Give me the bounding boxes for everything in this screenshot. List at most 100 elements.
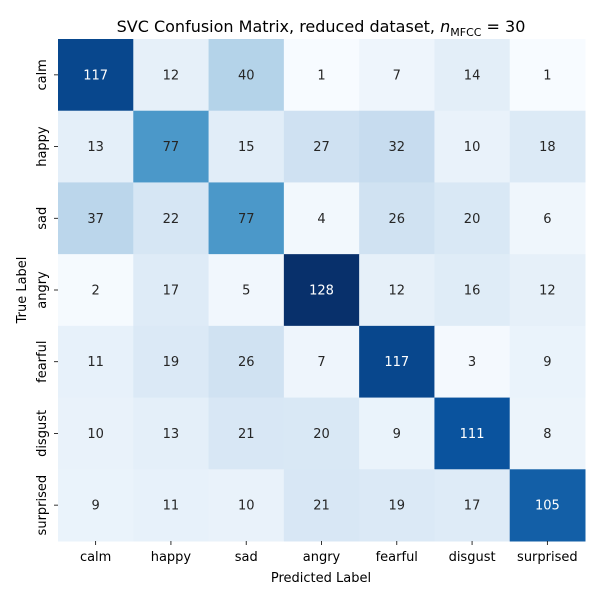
y-axis-ticks: calm happy sad angry fearful disgust surprised [35, 59, 58, 535]
heatmap-cell [208, 39, 285, 112]
y-tick-label: angry [35, 271, 50, 309]
cell-value-label: 9 [393, 427, 401, 442]
cell-value-label: 12 [539, 284, 556, 299]
heatmap-cell [359, 110, 435, 183]
heatmap-cell [208, 325, 285, 399]
cell-value-label: 1 [317, 68, 325, 83]
cell-value-label: 5 [242, 284, 250, 299]
heatmap-cell [133, 325, 210, 399]
heatmap-cell [58, 469, 134, 542]
cell-value-label: 77 [163, 140, 180, 155]
heatmap-cell [133, 110, 210, 183]
cell-value-label: 15 [238, 140, 255, 155]
cell-value-label: 128 [309, 284, 334, 299]
y-tick-label: happy [35, 126, 50, 167]
heatmap-cell [509, 39, 586, 112]
heatmap-cell [434, 469, 511, 542]
cell-value-label: 17 [464, 499, 481, 514]
heatmap-cell [208, 110, 285, 183]
y-tick-label: fearful [35, 341, 50, 383]
cell-value-label: 10 [238, 499, 255, 514]
heatmap-cell [509, 397, 586, 470]
heatmap-cell [434, 39, 511, 112]
heatmap-cell [509, 325, 586, 399]
cell-value-label: 18 [539, 140, 556, 155]
cell-value-label: 26 [238, 355, 255, 370]
y-tick-label: calm [35, 59, 50, 90]
heatmap-cell [133, 397, 210, 470]
cell-value-label: 27 [313, 140, 330, 155]
cell-value-label: 11 [87, 355, 104, 370]
heatmap-cell [133, 469, 210, 542]
cell-value-label: 8 [543, 427, 551, 442]
x-tick-label: sad [235, 550, 258, 565]
cell-value-label: 13 [163, 427, 180, 442]
heatmap-cells [58, 39, 586, 542]
cell-value-label: 77 [238, 212, 255, 227]
cell-value-label: 13 [87, 140, 104, 155]
heatmap-cell [509, 254, 586, 327]
cell-value-label: 22 [163, 212, 180, 227]
heatmap-cell [359, 469, 435, 542]
chart-title: SVC Confusion Matrix, reduced dataset, n… [117, 17, 526, 39]
heatmap-cell [359, 397, 435, 470]
cell-value-label: 37 [87, 212, 104, 227]
cell-value-label: 10 [87, 427, 104, 442]
heatmap-cell [208, 254, 285, 327]
y-tick-label: disgust [35, 410, 50, 457]
x-tick-label: fearful [376, 550, 418, 565]
cell-value-label: 40 [238, 68, 255, 83]
heatmap-cell [58, 182, 134, 255]
cell-value-label: 6 [543, 212, 551, 227]
heatmap-cell [58, 254, 134, 327]
x-tick-label: calm [80, 550, 111, 565]
cell-value-label: 32 [389, 140, 406, 155]
cell-value-label: 19 [389, 499, 406, 514]
heatmap-cell [283, 325, 360, 399]
heatmap-cell [58, 397, 134, 470]
cell-value-label: 21 [238, 427, 255, 442]
y-tick-label: sad [35, 207, 50, 230]
x-axis-ticks: calm happy sad angry fearful disgust surprised [80, 541, 578, 565]
x-tick-label: surprised [517, 550, 578, 565]
heatmap-cell [208, 182, 285, 255]
cell-value-label: 117 [83, 68, 108, 83]
heatmap-cell [434, 182, 511, 255]
heatmap-cell [133, 39, 210, 112]
cell-value-label: 10 [464, 140, 481, 155]
cell-value-label: 4 [317, 212, 325, 227]
x-tick-label: disgust [449, 550, 496, 565]
y-axis-label: True Label [15, 257, 30, 325]
heatmap-cell [58, 325, 134, 399]
heatmap-cell [434, 254, 511, 327]
cell-value-label: 9 [92, 499, 100, 514]
cell-value-label: 20 [464, 212, 481, 227]
heatmap-cell [359, 182, 435, 255]
cell-value-label: 117 [384, 355, 409, 370]
x-axis-label: Predicted Label [271, 571, 371, 586]
heatmap-cell [283, 397, 360, 470]
heatmap-cell [509, 182, 586, 255]
cell-value-label: 2 [92, 284, 100, 299]
heatmap-cell [133, 254, 210, 327]
cell-value-label: 7 [393, 68, 401, 83]
cell-value-label: 11 [163, 499, 180, 514]
cell-value-label: 17 [163, 284, 180, 299]
cell-value-label: 26 [389, 212, 406, 227]
heatmap-cell [133, 182, 210, 255]
cell-value-label: 12 [163, 68, 180, 83]
heatmap-cell [359, 254, 435, 327]
heatmap-cell [283, 39, 360, 112]
cell-value-label: 3 [468, 355, 476, 370]
heatmap-cell [509, 469, 586, 542]
x-tick-label: happy [151, 550, 192, 565]
x-tick-label: angry [303, 550, 341, 565]
heatmap-cell [58, 39, 134, 112]
cell-value-label: 14 [464, 68, 481, 83]
cell-value-label: 7 [317, 355, 325, 370]
heatmap-cell [434, 397, 511, 470]
heatmap-cell [283, 182, 360, 255]
y-tick-label: surprised [35, 475, 50, 536]
cell-value-label: 19 [163, 355, 180, 370]
